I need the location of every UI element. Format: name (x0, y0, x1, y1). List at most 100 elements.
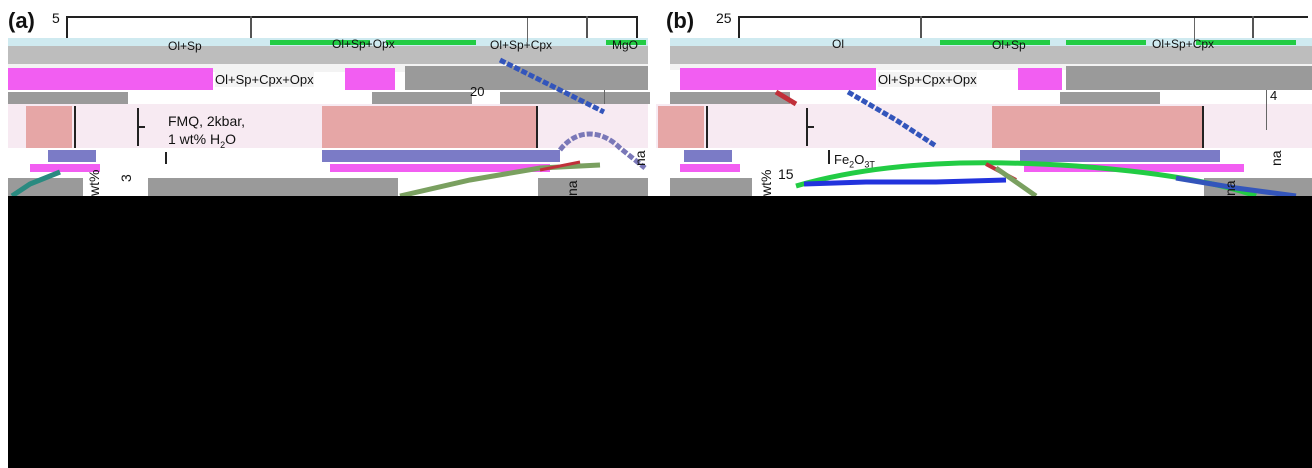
top-tick-a: 5 (52, 10, 60, 26)
assemblage-label-b2: Ol+Sp (992, 38, 1026, 52)
tick-a2 (137, 126, 145, 128)
frame-left-a (66, 16, 68, 38)
gray-band-b3 (1066, 66, 1312, 90)
tick-b5 (1202, 106, 1204, 148)
tick-b3 (828, 150, 830, 164)
oxide-label-b: Fe2O3T (834, 152, 875, 170)
condition-line-1: FMQ, 2kbar, (168, 113, 246, 129)
tick-b4 (706, 106, 708, 148)
dash-b2 (1266, 90, 1267, 130)
green-band-a3 (606, 40, 646, 45)
gray-band-a3 (405, 66, 648, 90)
frame-top-a (66, 16, 638, 18)
axis-fragment-a2: na (564, 180, 580, 196)
magenta-band-a4 (330, 164, 550, 172)
green-band-a2 (386, 40, 476, 45)
pink-block-b1 (658, 106, 704, 148)
gray-band-b2 (670, 64, 1312, 70)
green-band-b3 (1196, 40, 1296, 45)
light-pink-band-b (656, 104, 1312, 148)
tick-a4 (74, 106, 76, 148)
gray-band-a7 (8, 178, 83, 196)
periwinkle-band-a2 (322, 150, 560, 162)
gray-band-a1 (8, 46, 648, 64)
left-tick-b: 15 (778, 166, 794, 182)
gray-band-b7 (1204, 178, 1312, 196)
gray-band-a9 (538, 178, 648, 196)
magenta-band-a2 (345, 68, 395, 90)
gray-band-a2 (8, 64, 648, 72)
pink-block-a2 (322, 106, 538, 148)
divider-a2 (586, 16, 588, 38)
axis-fragment-a1: wt% (86, 169, 102, 196)
axis-fragment-b3: na (1268, 150, 1284, 166)
panel-b: (b) 25 Ol Ol+Sp Ol+Sp+Cpx Ol+Sp+Cpx+Opx … (656, 0, 1312, 196)
red-curve-b2 (985, 162, 1017, 182)
periwinkle-band-b2 (1020, 150, 1220, 162)
periwinkle-band-b1 (684, 150, 732, 162)
gray-band-b1 (670, 46, 1312, 64)
pink-block-a1 (26, 106, 72, 148)
top-tick-b: 25 (716, 10, 732, 26)
periwinkle-band-a1 (48, 150, 96, 162)
assemblage-label-a1: Ol+Sp (168, 39, 202, 53)
black-region (8, 196, 1312, 468)
gray-band-b4 (670, 92, 790, 104)
assemblage-label-b3: Ol+Sp+Cpx (1152, 37, 1215, 51)
side-tick-a: 3 (118, 174, 134, 182)
green-band-b2 (1066, 40, 1146, 45)
tick-a5 (536, 106, 538, 148)
oxide-label-a: MgO (612, 38, 639, 52)
pink-block-b2 (992, 106, 1204, 148)
gray-band-a5 (372, 92, 472, 104)
dash-b1 (1194, 18, 1195, 42)
oxide-label-b-sub2: 3T (864, 159, 875, 170)
oxide-label-b-sub1: 2 (849, 159, 855, 170)
magenta-band-b1 (680, 68, 876, 90)
panel-label-b: (b) (666, 8, 695, 33)
assemblage-label-a2: Ol+Sp+Opx (332, 37, 395, 51)
tick-b2 (806, 126, 814, 128)
assemblage-label-a4: Ol+Sp+Cpx+Opx (215, 72, 314, 87)
divider-b2 (1252, 16, 1254, 38)
divider-a1 (250, 16, 252, 38)
condition-line-2-prefix: 1 wt% H (168, 131, 221, 147)
green-band-b1 (940, 40, 1050, 45)
panel-label-a: (a) (8, 8, 35, 33)
magenta-band-b2 (1018, 68, 1062, 90)
condition-line-2: 1 wt% H2O (168, 131, 236, 150)
panel-a: (a) 5 Ol+Sp Ol+Sp+Opx Ol+Sp+Cpx MgO Ol+S… (0, 0, 656, 196)
gray-band-a6 (500, 92, 650, 104)
axis-fragment-b2: na (1222, 180, 1238, 196)
mid-tick-a: 20 (470, 84, 485, 99)
frame-right-a (636, 16, 638, 38)
condition-line-2-sub: 2 (220, 139, 226, 150)
axis-fragment-a3: na (632, 150, 648, 166)
mid-tick-b: 4 (1270, 88, 1278, 103)
dash-a1 (527, 18, 528, 42)
assemblage-label-b1: Ol (832, 37, 844, 51)
magenta-band-a1 (8, 68, 213, 90)
assemblage-label-a3: Ol+Sp+Cpx (490, 38, 553, 52)
oxide-label-b-prefix: Fe (834, 152, 850, 167)
gray-band-b6 (670, 178, 752, 196)
magenta-band-b4 (1024, 164, 1244, 172)
gray-band-a4 (8, 92, 128, 104)
axis-fragment-b1: wt% (758, 169, 774, 196)
condition-line-2-suffix: O (225, 131, 237, 147)
frame-left-b (738, 16, 740, 38)
frame-top-b (738, 16, 1308, 18)
gray-band-b5 (1060, 92, 1160, 104)
dash-a2 (604, 90, 605, 104)
oxide-label-b-mid: O (854, 152, 865, 167)
blue-curve-b (803, 177, 1007, 187)
olive-curve-b (994, 165, 1038, 196)
green-band-a1 (270, 40, 370, 45)
assemblage-label-b4: Ol+Sp+Cpx+Opx (878, 72, 977, 87)
magenta-band-a3 (30, 164, 100, 172)
tick-a3 (165, 152, 167, 164)
gray-band-a8 (148, 178, 398, 196)
divider-b1 (920, 16, 922, 38)
magenta-band-b3 (680, 164, 740, 172)
